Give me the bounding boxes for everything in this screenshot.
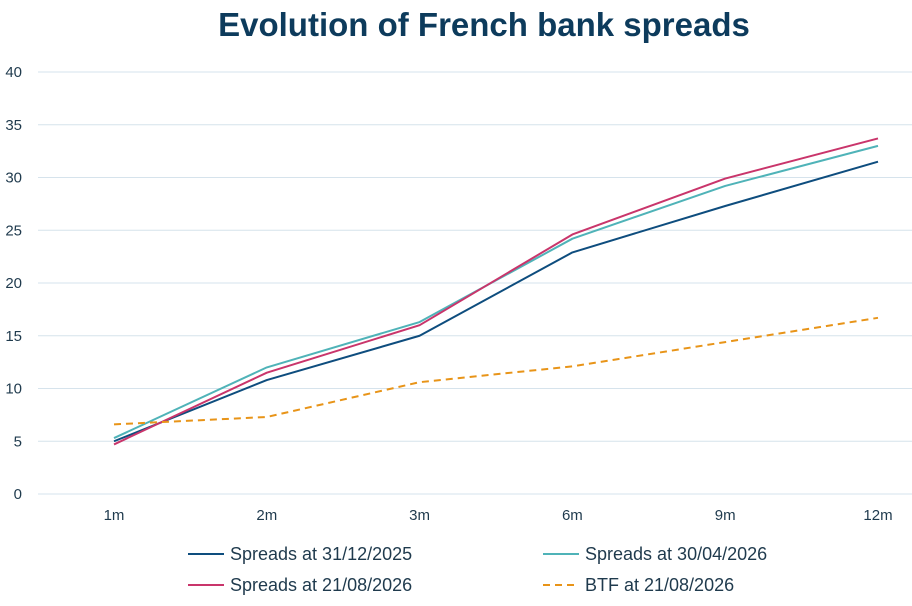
x-tick-label-1m: 1m	[104, 507, 125, 524]
y-tick-label: 10	[5, 381, 22, 398]
x-tick-label-3m: 3m	[409, 507, 430, 524]
x-tick-label-9m: 9m	[715, 507, 736, 524]
legend-item-1: Spreads at 31/12/2025	[188, 544, 412, 564]
y-tick-label: 0	[14, 486, 22, 503]
series-line-1	[113, 160, 879, 443]
legend-label: Spreads at 21/08/2026	[230, 575, 412, 595]
x-tick-label-2m: 2m	[256, 507, 277, 524]
legend-item-3: Spreads at 21/08/2026	[188, 575, 412, 595]
legend-label: BTF at 21/08/2026	[585, 575, 734, 595]
x-tick-label-6m: 6m	[562, 507, 583, 524]
y-tick-label: 25	[5, 222, 22, 239]
x-tick-label-12m: 12m	[863, 507, 892, 524]
y-axis-tick-labels: 0 5 10 15 20 25 30 35 40	[5, 64, 22, 503]
legend-item-2: Spreads at 30/04/2026	[543, 544, 767, 564]
series-line-2	[113, 144, 879, 439]
grid-lines	[38, 71, 912, 495]
y-tick-label: 15	[5, 328, 22, 345]
legend-label: Spreads at 31/12/2025	[230, 544, 412, 564]
legend: Spreads at 31/12/2025 Spreads at 30/04/20…	[188, 544, 767, 595]
legend-item-4: BTF at 21/08/2026	[543, 575, 734, 595]
x-axis-tick-labels: 1m 2m 3m 6m 9m 12m	[104, 507, 893, 524]
y-tick-label: 30	[5, 170, 22, 187]
y-tick-label: 20	[5, 275, 22, 292]
chart-title: Evolution of French bank spreads	[218, 6, 750, 43]
series-line-3	[113, 137, 879, 446]
y-tick-label: 5	[14, 433, 22, 450]
series-lines	[113, 137, 879, 446]
y-tick-label: 40	[5, 64, 22, 81]
y-tick-label: 35	[5, 117, 22, 134]
series-line-4	[113, 316, 879, 426]
legend-label: Spreads at 30/04/2026	[585, 544, 767, 564]
